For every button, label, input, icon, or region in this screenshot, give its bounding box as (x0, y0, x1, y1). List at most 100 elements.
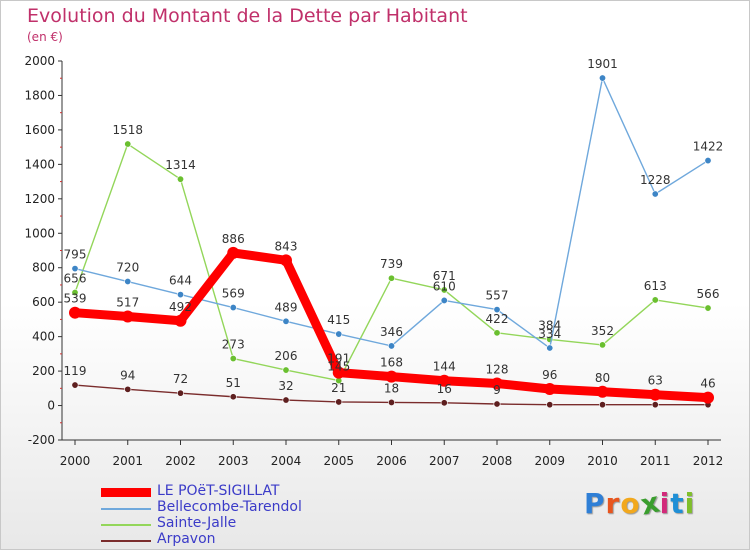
data-label: 18 (384, 381, 399, 395)
data-label: 656 (64, 272, 87, 286)
data-label: 145 (327, 360, 350, 374)
x-tick-label: 2000 (60, 454, 91, 468)
data-label: 119 (64, 364, 87, 378)
legend-swatch (101, 488, 151, 497)
y-tick-label: 1600 (24, 123, 55, 137)
data-point (229, 393, 237, 401)
x-tick-label: 2005 (323, 454, 354, 468)
legend-item: Bellecombe-Tarendol (101, 499, 361, 516)
data-label: 206 (275, 349, 298, 363)
data-point (651, 401, 659, 409)
data-label: 613 (644, 279, 667, 293)
data-label: 569 (222, 287, 245, 301)
data-label: 1228 (640, 173, 671, 187)
proxiti-logo: Proxiti (584, 485, 695, 521)
data-point (598, 401, 606, 409)
data-point (440, 286, 448, 294)
x-tick-label: 2008 (482, 454, 513, 468)
data-label: 346 (380, 325, 403, 339)
y-tick-label: 0 (47, 399, 55, 413)
x-tick-label: 2007 (429, 454, 460, 468)
data-label: 539 (64, 292, 87, 306)
data-label: 720 (116, 261, 139, 275)
y-tick-label: 1800 (24, 88, 55, 102)
data-label: 16 (437, 382, 452, 396)
data-point (124, 385, 132, 393)
data-point (335, 330, 343, 338)
legend-label: Bellecombe-Tarendol (157, 499, 302, 515)
data-point (124, 278, 132, 286)
data-label: 566 (697, 287, 720, 301)
data-point (704, 157, 712, 165)
data-point (71, 265, 79, 273)
x-tick-label: 2011 (640, 454, 671, 468)
data-point (282, 396, 290, 404)
legend-swatch (101, 540, 151, 542)
data-label: 168 (380, 356, 403, 370)
y-tick-label: 1000 (24, 226, 55, 240)
logo-letter: o (620, 487, 641, 520)
data-label: 352 (591, 324, 614, 338)
data-point (546, 401, 554, 409)
legend: LE POëT-SIGILLAT Bellecombe-Tarendol Saint… (101, 483, 361, 548)
data-point (385, 370, 398, 383)
data-label: 94 (120, 368, 135, 382)
data-point (493, 306, 501, 314)
data-label: 191 (327, 352, 350, 366)
data-point (177, 291, 185, 299)
data-point (491, 377, 503, 390)
y-tick-label: 2000 (24, 54, 55, 68)
data-point (651, 190, 659, 198)
data-label: 1901 (587, 57, 618, 71)
legend-swatch (101, 524, 151, 526)
y-tick-label: 1400 (24, 157, 55, 171)
data-label: 334 (538, 327, 561, 341)
data-point (440, 399, 448, 407)
data-point (387, 342, 395, 350)
data-point (121, 310, 134, 323)
chart-title: Evolution du Montant de la Dette par Hab… (27, 5, 468, 27)
y-tick-label: 1200 (24, 192, 55, 206)
legend-item: Sainte-Jalle (101, 515, 361, 532)
data-label: 671 (433, 269, 456, 283)
x-tick-label: 2001 (112, 454, 143, 468)
data-point (702, 391, 714, 404)
data-point (543, 383, 556, 396)
data-point (438, 374, 451, 387)
data-point (598, 341, 606, 349)
data-label: 51 (226, 376, 241, 390)
x-tick-label: 2006 (376, 454, 407, 468)
legend-label: LE POëT-SIGILLAT (157, 483, 280, 499)
data-label: 739 (380, 257, 403, 271)
data-label: 610 (433, 279, 456, 293)
data-label: 415 (327, 313, 350, 327)
data-point (387, 274, 395, 282)
data-label: 384 (538, 318, 561, 332)
data-label: 46 (700, 377, 715, 391)
x-tick-label: 2010 (587, 454, 618, 468)
data-point (177, 175, 185, 183)
y-tick-label: 200 (32, 364, 55, 378)
data-label: 517 (116, 295, 139, 309)
data-label: 273 (222, 338, 245, 352)
data-label: 557 (486, 289, 509, 303)
data-label: 795 (64, 248, 87, 262)
x-tick-label: 2009 (534, 454, 565, 468)
x-tick-label: 2004 (271, 454, 302, 468)
data-label: 422 (486, 312, 509, 326)
x-tick-label: 2012 (693, 454, 724, 468)
data-point (174, 314, 187, 327)
data-point (332, 366, 345, 379)
logo-letter: i (659, 487, 671, 520)
data-point (124, 140, 132, 148)
data-point (282, 317, 290, 325)
legend-item: LE POëT-SIGILLAT (101, 483, 361, 500)
data-label: 72 (173, 372, 188, 386)
data-point (280, 254, 292, 267)
data-point (493, 329, 501, 337)
data-label: 1518 (112, 123, 143, 137)
data-point (71, 289, 79, 297)
data-label: 843 (275, 239, 298, 253)
x-tick-label: 2003 (218, 454, 249, 468)
